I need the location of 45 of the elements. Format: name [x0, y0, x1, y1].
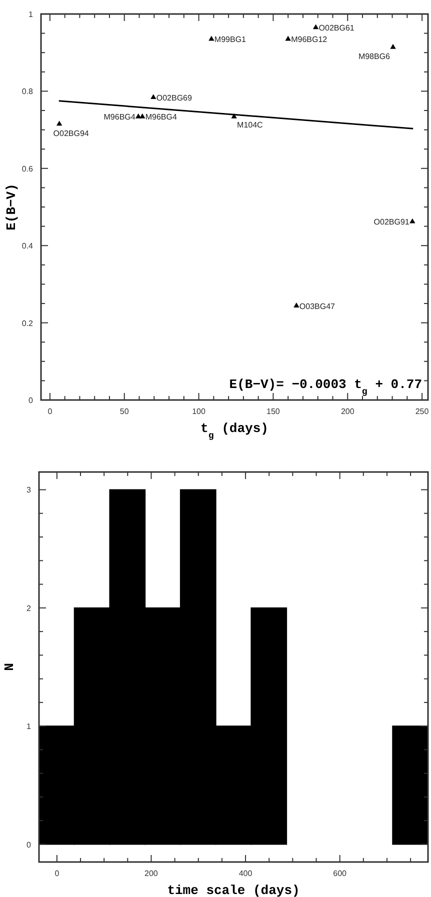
y-tick-label: 0 [26, 840, 32, 850]
point [294, 302, 300, 308]
annotation: M99BG1 [214, 35, 247, 44]
annotation: E(B−V)= −0.0003 t$_{g}$ + 0.77 [229, 377, 422, 396]
point [285, 36, 291, 41]
annotation: M96BG4 [104, 112, 136, 122]
annotation: M104C [237, 120, 264, 130]
annotation: M96BG4 [145, 112, 178, 122]
y-tick-label: 0.6 [22, 164, 34, 174]
x-axis-title: t$_{g}$ (days) [200, 421, 268, 440]
y-tick-label: 0.2 [22, 318, 34, 328]
x-tick-label: 50 [120, 407, 130, 416]
x-tick-label: 250 [415, 407, 430, 416]
x-axis-title: time scale (days) [167, 883, 300, 897]
annotation: O02BG94 [53, 129, 90, 138]
y-tick-label: 1 [28, 10, 34, 19]
y-axis-title: N [2, 663, 17, 671]
annotation: O02BG61 [318, 24, 355, 33]
y-axis-title: E(B−V) [4, 184, 19, 230]
point [140, 113, 146, 118]
x-tick-label: 0 [54, 869, 60, 878]
x-tick-label: 100 [192, 407, 206, 416]
point [410, 218, 416, 224]
x-tick-label: 200 [340, 407, 355, 416]
annotation: M98BG6 [358, 52, 391, 62]
point [150, 94, 156, 100]
annotation: M96BG12 [291, 35, 328, 44]
y-tick-label: 2 [26, 604, 32, 613]
point [231, 113, 237, 118]
point [390, 44, 396, 49]
y-tick-label: 3 [26, 486, 32, 495]
annotation: O02BG91 [374, 218, 410, 227]
x-tick-label: 0 [48, 407, 53, 416]
point [56, 120, 62, 126]
annotation: O02BG69 [156, 93, 193, 102]
x-tick-label: 150 [266, 407, 280, 416]
x-tick-label: 600 [333, 869, 348, 878]
x-tick-label: 200 [144, 869, 158, 878]
x-tick-label: 400 [238, 869, 253, 878]
y-tick-label: 0 [28, 396, 34, 405]
y-tick-label: 1 [26, 722, 32, 732]
y-tick-label: 0.8 [22, 87, 34, 96]
y-tick-label: 0.4 [22, 242, 34, 251]
annotation: O03BG47 [299, 302, 336, 311]
point [312, 24, 319, 30]
